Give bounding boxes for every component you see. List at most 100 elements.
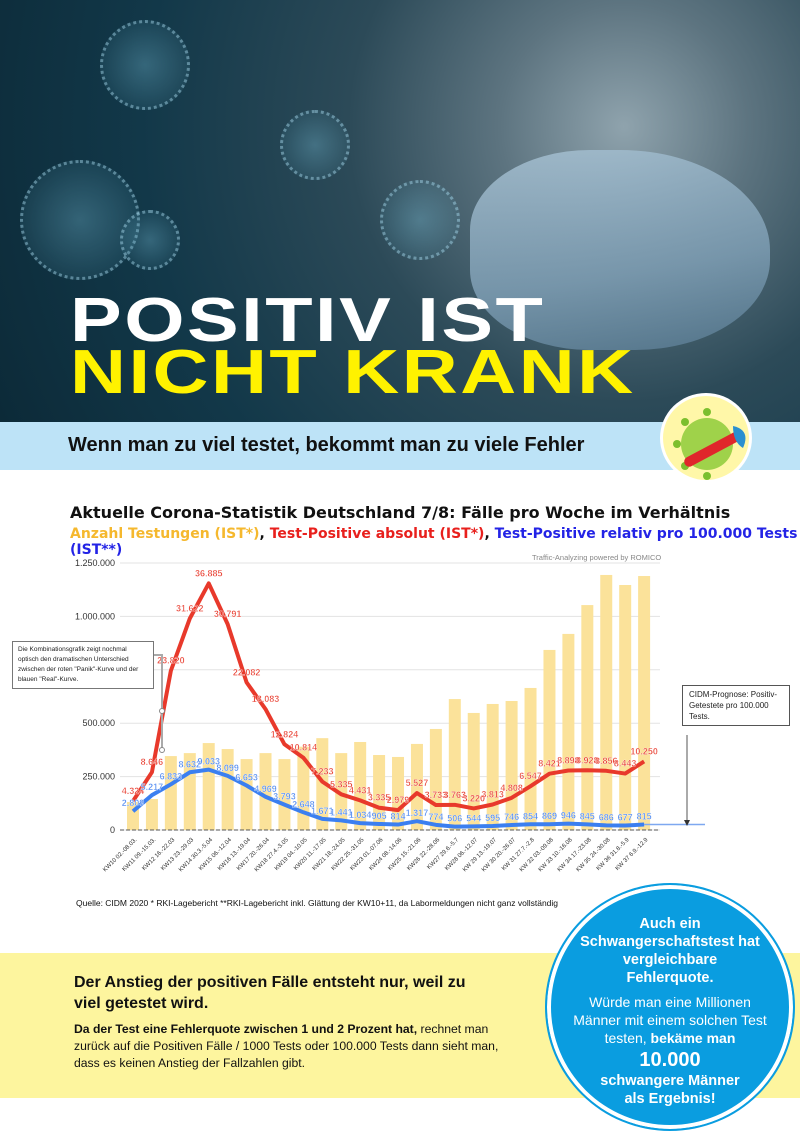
x-tick-label: KW23 01.-07.06 (350, 837, 385, 872)
relative-data-label: 854 (523, 811, 538, 821)
x-tick-label: KW21 18.-24.05 (312, 837, 347, 872)
bar (221, 749, 234, 830)
y-tick-label: 500.000 (82, 718, 115, 728)
absolute-data-label: 8.898 (557, 756, 580, 766)
relative-data-label: 5.217 (141, 782, 164, 792)
absolute-data-label: 4.808 (500, 783, 523, 793)
absolute-data-label: 10.250 (630, 746, 658, 756)
arrow-head-icon (684, 820, 690, 826)
bar (448, 699, 461, 830)
absolute-data-label: 4.324 (122, 786, 145, 796)
absolute-data-label: 6.547 (519, 771, 542, 781)
callout-number: 10.000 (639, 1049, 701, 1071)
x-tick-label: KW26 22.-28.06 (406, 837, 441, 872)
bar (164, 756, 177, 830)
absolute-data-label: 30.791 (214, 609, 242, 619)
bar (392, 756, 405, 830)
bar (486, 703, 499, 830)
virus-graphic (120, 210, 180, 270)
x-tick-label: KW10 02.-08.03. (102, 837, 138, 873)
callout-text-body: Würde man eine Millionen Männer mit eine… (573, 994, 767, 1046)
relative-data-label: 8.099 (216, 763, 239, 773)
x-tick-label: KW 32 03.-09.08 (519, 837, 556, 874)
x-tick-label: KW16 13.-19.04 (217, 837, 252, 872)
absolute-data-label: 7.233 (311, 767, 334, 777)
callout-result: schwangere Männer als Ergebnis! (600, 1073, 740, 1107)
x-tick-label: KW12 16.-22.03 (141, 837, 176, 872)
x-tick-label: KW24 08.-14.06 (369, 837, 404, 872)
x-tick-label: KW 31 27.7.-2.8 (501, 837, 536, 872)
absolute-data-label: 3.813 (481, 790, 504, 800)
x-tick-label: KW 36 31.8.-5.9 (596, 837, 631, 872)
relative-data-label: 815 (637, 812, 652, 822)
absolute-positive-line (131, 581, 646, 813)
bar (581, 605, 594, 830)
x-tick-label: KW22 25.-31.05 (331, 837, 366, 872)
x-tick-label: KW17 20.-26.04 (236, 837, 271, 872)
connector-dot (159, 708, 165, 714)
relative-data-label: 2.809 (122, 798, 145, 808)
absolute-data-label: 4.431 (349, 785, 372, 795)
relative-data-label: 946 (561, 811, 576, 821)
x-tick-label: KW 33 10.-16.08 (538, 837, 575, 874)
x-tick-label: KW 29 13.-19.07 (462, 837, 499, 874)
absolute-data-label: 10.814 (290, 743, 318, 753)
chart-legend: Anzahl Testungen (IST*), Test-Positive a… (70, 526, 798, 558)
info-text: Da der Test eine Fehlerquote zwischen 1 … (74, 1021, 514, 1072)
relative-data-label: 1.671 (311, 806, 334, 816)
info-text-bold: Da der Test eine Fehlerquote zwischen 1 … (74, 1022, 418, 1036)
x-tick-label: KW11 09.-15.03. (122, 837, 158, 873)
relative-data-label: 6.833 (160, 771, 183, 781)
subtitle-text: Wenn man zu viel testet, bekommt man zu … (68, 434, 585, 456)
combo-chart: 0250.000500.000750.0001.000.0001.250.000… (75, 558, 705, 874)
absolute-data-label: 8.443 (614, 759, 637, 769)
chart-title: Aktuelle Corona-Statistik Deutschland 7/… (70, 503, 731, 522)
y-tick-label: 0 (110, 825, 115, 835)
relative-data-label: 677 (618, 812, 633, 822)
info-text-body: rechnet man zurück auf die Positiven Fäl… (74, 1022, 499, 1070)
powered-by: Traffic-Analyzing powered by ROMICO (532, 553, 662, 562)
callout-headline: Auch ein Schwangerschaftstest hat vergle… (580, 916, 760, 986)
virus-graphic (380, 180, 460, 260)
bar (259, 753, 272, 830)
bar (410, 743, 423, 830)
relative-data-label: 746 (504, 812, 519, 822)
absolute-data-label: 8.646 (141, 757, 164, 767)
bar (562, 633, 575, 830)
relative-data-label: 3.793 (273, 792, 296, 802)
x-tick-label: KW13 23.-29.03 (160, 837, 195, 872)
absolute-data-label: 3.335 (368, 793, 391, 803)
x-tick-label: KW 30 20.-26.07 (481, 837, 518, 874)
relative-positive-line (131, 767, 645, 829)
relative-data-label: 8.632 (179, 759, 202, 769)
info-headline: Der Anstieg der positiven Fälle entsteht… (74, 974, 466, 1012)
x-tick-label: KW19 04.-10.05 (274, 837, 309, 872)
relative-data-label: 1.034 (349, 810, 372, 820)
y-tick-label: 250.000 (82, 772, 115, 782)
absolute-data-label: 23.820 (157, 656, 185, 666)
x-tick-label: KW14 30.3.-5.04 (178, 837, 215, 874)
relative-data-label: 544 (466, 813, 481, 823)
legend-tests: Anzahl Testungen (IST*) (70, 526, 260, 542)
absolute-data-label: 3.763 (444, 790, 467, 800)
relative-data-label: 905 (372, 811, 387, 821)
relative-data-label: 845 (580, 811, 595, 821)
absolute-data-label: 31.622 (176, 604, 204, 614)
legend-positive-relative: Test-Positive relativ pro 100.000 Tests … (70, 526, 798, 558)
bar (619, 585, 632, 830)
bar (278, 759, 291, 830)
bar (373, 755, 386, 830)
x-tick-label: KW15 06.-12.04 (198, 837, 233, 872)
bar (335, 753, 348, 830)
relative-data-label: 1.317 (406, 808, 429, 818)
relative-data-label: 9.033 (197, 757, 220, 767)
x-tick-label: KW25 15.-21.06 (387, 837, 422, 872)
y-tick-label: 1.250.000 (75, 558, 115, 568)
hero-image: POSITIV IST NICHT KRANK (0, 0, 800, 422)
x-tick-label: KW 35 24.-30.08 (576, 837, 613, 874)
relative-data-label: 774 (428, 812, 443, 822)
face-mask-graphic (470, 150, 770, 350)
bar (600, 574, 613, 830)
virus-graphic (20, 160, 140, 280)
callout-text-bold: bekäme man (646, 1030, 736, 1046)
